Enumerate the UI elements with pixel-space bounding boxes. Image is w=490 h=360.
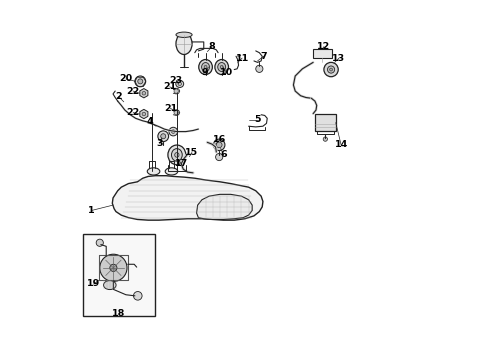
Circle shape [158, 131, 169, 141]
Text: 14: 14 [335, 140, 348, 149]
Ellipse shape [176, 33, 192, 54]
Text: 16: 16 [213, 135, 226, 144]
Text: 4: 4 [147, 117, 153, 126]
Text: 3: 3 [156, 139, 163, 148]
Circle shape [138, 79, 143, 84]
Circle shape [216, 142, 222, 148]
Ellipse shape [178, 82, 181, 86]
Text: 9: 9 [201, 68, 208, 77]
Circle shape [96, 239, 103, 246]
Circle shape [135, 76, 146, 87]
Text: 23: 23 [170, 76, 183, 85]
Ellipse shape [220, 66, 223, 69]
Circle shape [161, 134, 166, 139]
Circle shape [327, 66, 335, 73]
Text: 1: 1 [88, 206, 95, 215]
Circle shape [172, 130, 175, 134]
Ellipse shape [168, 145, 186, 165]
Text: 13: 13 [332, 54, 345, 63]
Polygon shape [112, 176, 263, 220]
Text: 21: 21 [163, 82, 176, 91]
Ellipse shape [175, 153, 179, 157]
Text: 21: 21 [164, 104, 177, 113]
Circle shape [100, 254, 127, 282]
Text: 22: 22 [126, 86, 140, 95]
Circle shape [142, 112, 146, 116]
Circle shape [216, 153, 223, 161]
Ellipse shape [201, 63, 210, 72]
Text: 6: 6 [220, 150, 227, 159]
Circle shape [142, 91, 146, 95]
Circle shape [330, 68, 333, 71]
Text: 10: 10 [220, 68, 233, 77]
Ellipse shape [165, 168, 178, 175]
Ellipse shape [176, 80, 184, 87]
Text: 22: 22 [126, 108, 140, 117]
Ellipse shape [215, 59, 228, 75]
Ellipse shape [172, 149, 182, 161]
Text: 8: 8 [209, 42, 216, 51]
Text: 19: 19 [87, 279, 100, 288]
Circle shape [110, 264, 117, 271]
Circle shape [323, 137, 327, 141]
Text: 11: 11 [236, 54, 249, 63]
Circle shape [133, 292, 142, 300]
Ellipse shape [204, 66, 207, 69]
Bar [83, 234, 155, 316]
Bar [313, 49, 332, 58]
Ellipse shape [176, 32, 192, 37]
Ellipse shape [103, 280, 116, 289]
Text: 2: 2 [116, 92, 122, 101]
Circle shape [214, 139, 225, 150]
Text: 15: 15 [185, 148, 198, 157]
Text: 7: 7 [260, 52, 267, 61]
Text: 20: 20 [120, 75, 132, 84]
Text: 17: 17 [174, 159, 188, 168]
Bar [315, 114, 336, 131]
Text: 18: 18 [112, 309, 125, 318]
Text: 12: 12 [317, 42, 331, 51]
Polygon shape [140, 109, 148, 119]
Ellipse shape [147, 168, 160, 175]
Text: 5: 5 [254, 115, 261, 124]
Circle shape [256, 65, 263, 72]
Ellipse shape [218, 63, 225, 72]
Circle shape [174, 89, 178, 93]
Ellipse shape [199, 59, 212, 75]
Polygon shape [140, 89, 148, 98]
Circle shape [324, 62, 338, 77]
Circle shape [169, 127, 177, 136]
Polygon shape [196, 194, 252, 220]
Circle shape [174, 111, 178, 115]
